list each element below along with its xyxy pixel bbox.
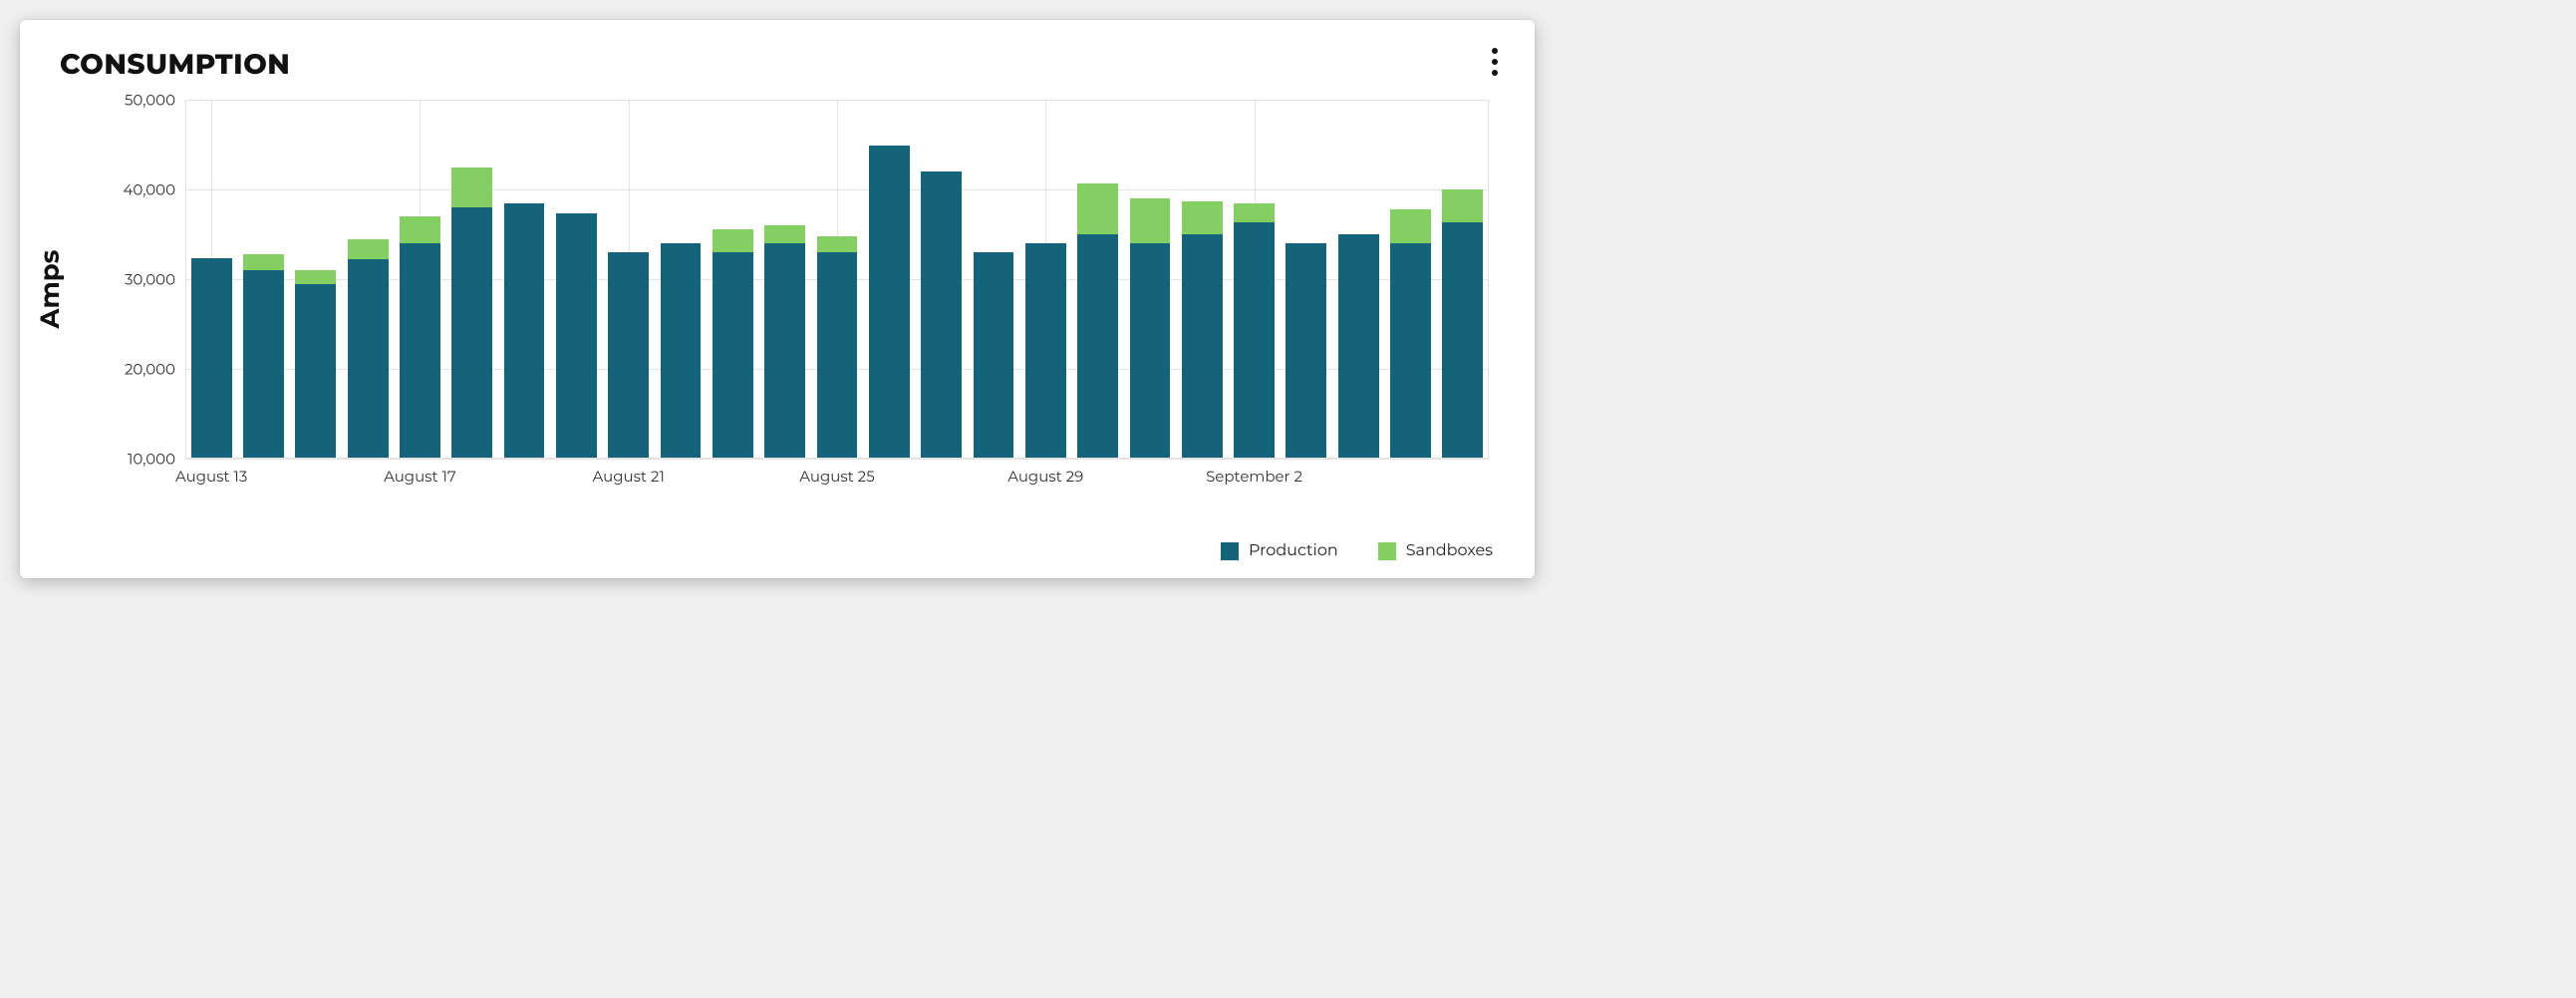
bar[interactable] <box>869 100 910 459</box>
legend-label: Sandboxes <box>1406 541 1493 560</box>
bar-segment-production <box>400 243 440 459</box>
y-tick-label: 40,000 <box>124 180 185 199</box>
bar-segment-production <box>1025 243 1066 459</box>
kebab-dot-icon <box>1492 48 1498 54</box>
bar-segment-production <box>295 284 336 460</box>
bar-segment-production <box>1130 243 1171 459</box>
bar[interactable] <box>608 100 649 459</box>
bar[interactable] <box>974 100 1014 459</box>
bar-segment-production <box>1182 234 1223 459</box>
bar-segment-sandboxes <box>243 254 284 270</box>
bar[interactable] <box>1286 100 1326 459</box>
bar-segment-sandboxes <box>1130 198 1171 243</box>
bar[interactable] <box>1130 100 1171 459</box>
bar-segment-sandboxes <box>348 239 389 260</box>
bar[interactable] <box>764 100 805 459</box>
y-axis-label: Amps <box>34 250 66 329</box>
bar[interactable] <box>295 100 336 459</box>
bar[interactable] <box>1442 100 1483 459</box>
bar[interactable] <box>243 100 284 459</box>
bar-segment-production <box>713 252 753 459</box>
x-tick-label: August 25 <box>799 459 874 486</box>
x-tick-label: August 21 <box>593 459 665 486</box>
bar-segment-sandboxes <box>1442 189 1483 222</box>
y-tick-label: 20,000 <box>125 360 185 379</box>
bar-segment-sandboxes <box>451 167 492 208</box>
bar-segment-production <box>1390 243 1431 459</box>
legend: Production Sandboxes <box>1221 541 1493 560</box>
bar-segment-production <box>1442 222 1483 459</box>
bar-segment-sandboxes <box>817 236 858 252</box>
bar-segment-production <box>451 207 492 459</box>
bar-segment-production <box>974 252 1014 459</box>
x-tick-label: August 29 <box>1007 459 1083 486</box>
card-title: CONSUMPTION <box>60 48 1499 82</box>
bar-segment-sandboxes <box>295 270 336 284</box>
bar[interactable] <box>1025 100 1066 459</box>
bar-segment-production <box>1286 243 1326 459</box>
bar-segment-sandboxes <box>713 229 753 252</box>
bar-segment-production <box>348 259 389 459</box>
bar-segment-production <box>608 252 649 459</box>
bar-segment-sandboxes <box>1390 209 1431 243</box>
bar[interactable] <box>713 100 753 459</box>
bar-segment-sandboxes <box>764 225 805 243</box>
bar-segment-production <box>921 171 962 459</box>
legend-swatch-icon <box>1378 542 1396 560</box>
more-options-button[interactable] <box>1483 46 1507 78</box>
bar[interactable] <box>556 100 597 459</box>
kebab-dot-icon <box>1492 59 1498 65</box>
consumption-card: CONSUMPTION Amps 10,00020,00030,00040,00… <box>20 20 1535 578</box>
bar-segment-production <box>1234 222 1275 459</box>
legend-swatch-icon <box>1221 542 1239 560</box>
bar-segment-production <box>661 243 702 459</box>
bar-segment-production <box>504 203 545 460</box>
bars-layer <box>185 100 1489 459</box>
bar[interactable] <box>348 100 389 459</box>
bar-segment-sandboxes <box>1182 201 1223 234</box>
x-tick-label: August 13 <box>175 459 247 486</box>
y-tick-label: 50,000 <box>125 91 185 110</box>
bar[interactable] <box>1338 100 1379 459</box>
bar-segment-sandboxes <box>400 216 440 243</box>
legend-label: Production <box>1249 541 1338 560</box>
kebab-dot-icon <box>1492 70 1498 76</box>
bar[interactable] <box>1234 100 1275 459</box>
bar-segment-production <box>1338 234 1379 459</box>
bar[interactable] <box>1182 100 1223 459</box>
bar-segment-production <box>869 146 910 459</box>
bar-segment-production <box>764 243 805 459</box>
bar-segment-production <box>243 270 284 459</box>
bar[interactable] <box>921 100 962 459</box>
chart-area: Amps 10,00020,00030,00040,00050,000Augus… <box>56 90 1499 489</box>
bar[interactable] <box>1390 100 1431 459</box>
bar-segment-sandboxes <box>1234 203 1275 223</box>
x-tick-label: September 2 <box>1206 459 1302 486</box>
bar-segment-sandboxes <box>1077 183 1118 234</box>
bar[interactable] <box>191 100 232 459</box>
legend-item-sandboxes[interactable]: Sandboxes <box>1378 541 1493 560</box>
bar[interactable] <box>451 100 492 459</box>
bar[interactable] <box>661 100 702 459</box>
legend-item-production[interactable]: Production <box>1221 541 1338 560</box>
bar[interactable] <box>504 100 545 459</box>
bar[interactable] <box>1077 100 1118 459</box>
bar[interactable] <box>817 100 858 459</box>
bar-segment-production <box>1077 234 1118 459</box>
bar-segment-production <box>817 252 858 459</box>
x-tick-label: August 17 <box>384 459 456 486</box>
plot-region: 10,00020,00030,00040,00050,000August 13A… <box>185 100 1489 459</box>
y-tick-label: 30,000 <box>125 270 185 289</box>
bar-segment-production <box>556 213 597 459</box>
bar[interactable] <box>400 100 440 459</box>
bar-segment-production <box>191 258 232 459</box>
